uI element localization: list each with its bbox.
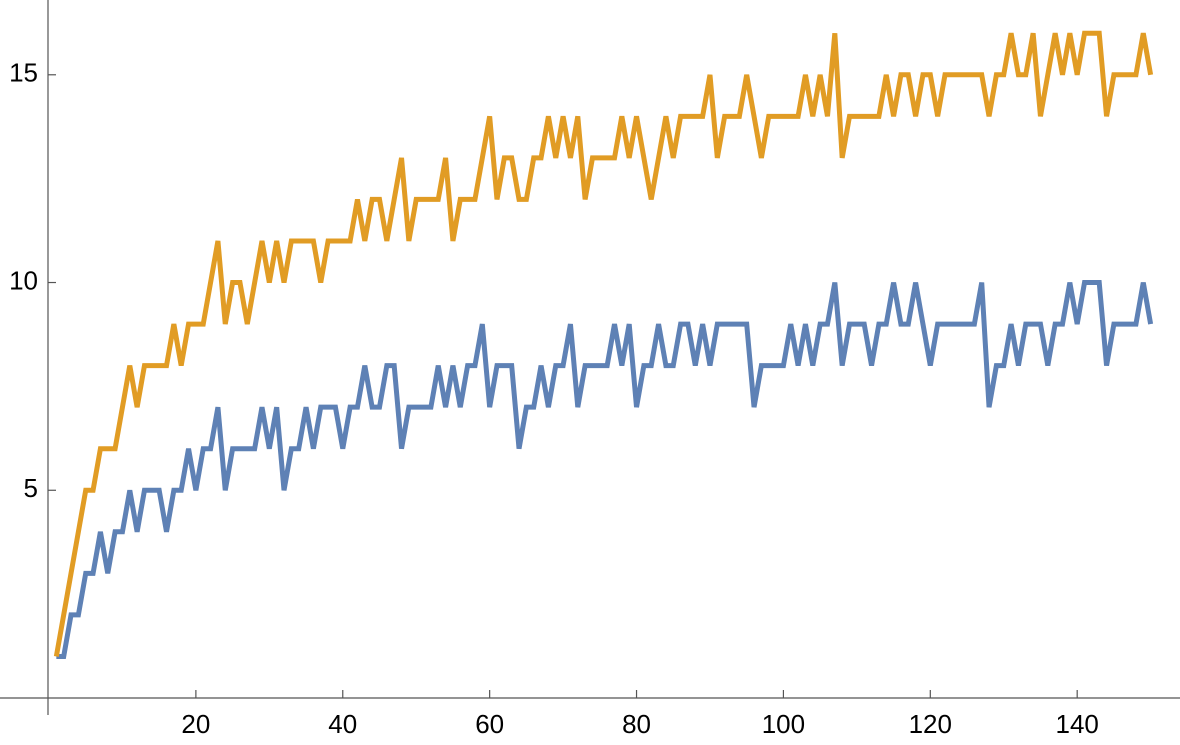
x-tick-label: 20 [181,709,210,739]
x-tick-label: 40 [328,709,357,739]
y-tick-label: 5 [24,473,38,503]
x-tick-label: 120 [909,709,952,739]
x-tick-label: 80 [622,709,651,739]
y-tick-label: 15 [9,58,38,88]
y-tick-label: 10 [9,265,38,295]
series-line [56,280,1154,659]
x-tick-label: 140 [1055,709,1098,739]
x-tick-label: 100 [762,709,805,739]
series-line [53,30,1154,657]
x-tick-label: 60 [475,709,504,739]
